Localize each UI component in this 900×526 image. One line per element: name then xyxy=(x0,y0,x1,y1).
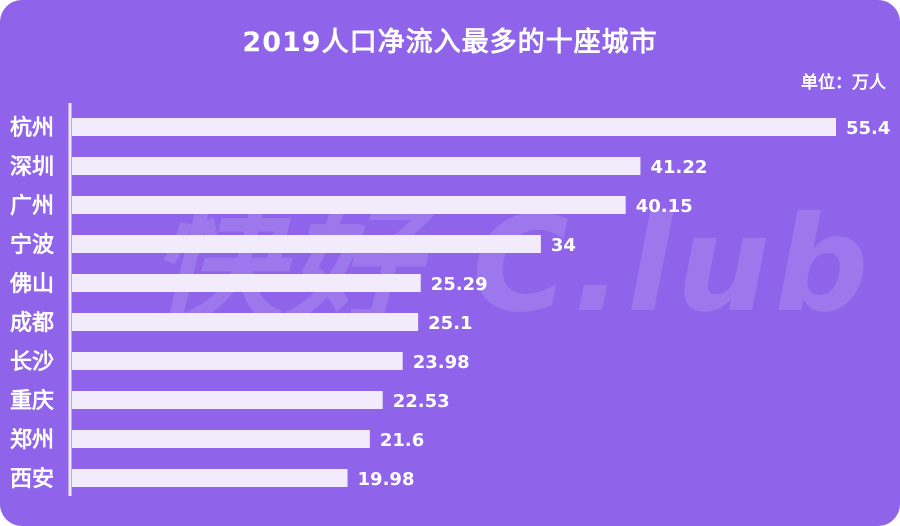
bar xyxy=(72,235,541,253)
category-label: 郑州 xyxy=(10,428,54,453)
value-label: 40.15 xyxy=(636,196,693,217)
category-label: 佛山 xyxy=(9,272,54,297)
category-label: 重庆 xyxy=(10,388,54,414)
bar xyxy=(72,313,419,331)
value-label: 19.98 xyxy=(358,469,415,490)
bar xyxy=(72,274,421,292)
value-label: 21.6 xyxy=(380,430,424,451)
category-label: 宁波 xyxy=(10,232,55,258)
bar xyxy=(72,352,403,370)
value-label: 34 xyxy=(551,235,576,256)
category-label: 广州 xyxy=(10,193,54,219)
category-label: 深圳 xyxy=(10,155,54,180)
value-label: 41.22 xyxy=(650,157,707,178)
bar xyxy=(72,196,626,214)
category-label: 杭州 xyxy=(10,115,54,141)
bar xyxy=(72,157,641,175)
bar xyxy=(72,391,383,409)
value-label: 25.29 xyxy=(431,274,488,295)
bar xyxy=(72,430,370,448)
value-label: 25.1 xyxy=(428,313,472,334)
category-label: 成都 xyxy=(10,311,54,336)
value-label: 22.53 xyxy=(393,391,450,412)
unit-label: 单位：万人 xyxy=(801,73,886,93)
chart-title: 2019人口净流入最多的十座城市 xyxy=(242,27,658,58)
value-label: 23.98 xyxy=(413,352,470,373)
value-label: 55.4 xyxy=(846,118,890,139)
category-label: 西安 xyxy=(10,466,54,492)
category-label: 长沙 xyxy=(10,350,54,375)
bar xyxy=(72,118,836,136)
bar xyxy=(72,469,348,487)
